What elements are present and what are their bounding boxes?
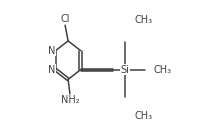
Text: Si: Si xyxy=(120,65,129,75)
Text: NH₂: NH₂ xyxy=(61,95,79,105)
Text: CH₃: CH₃ xyxy=(134,111,152,121)
Text: CH₃: CH₃ xyxy=(153,65,172,75)
Text: CH₃: CH₃ xyxy=(134,15,152,25)
Text: N: N xyxy=(48,65,55,75)
Text: N: N xyxy=(48,46,55,56)
Text: Cl: Cl xyxy=(60,14,70,24)
